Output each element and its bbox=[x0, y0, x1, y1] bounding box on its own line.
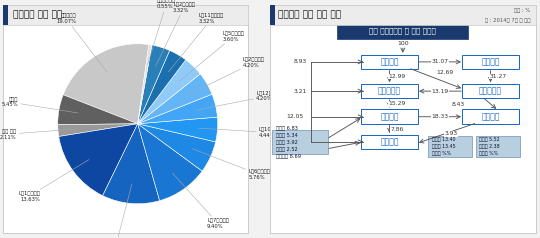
Wedge shape bbox=[138, 74, 212, 124]
Wedge shape bbox=[138, 94, 218, 124]
Text: 7.86: 7.86 bbox=[390, 127, 403, 132]
Wedge shape bbox=[138, 60, 200, 124]
Text: 15.29: 15.29 bbox=[388, 101, 406, 106]
Text: 롯데그룹 핵심 지배 구조: 롯데그룹 핵심 지배 구조 bbox=[278, 10, 341, 20]
Text: 롯데 일가
2.11%: 롯데 일가 2.11% bbox=[0, 129, 78, 139]
Text: L제1투자회사
13.63%: L제1투자회사 13.63% bbox=[18, 159, 89, 202]
Text: 12.05: 12.05 bbox=[287, 114, 304, 119]
FancyBboxPatch shape bbox=[462, 109, 519, 124]
Text: 8.93: 8.93 bbox=[294, 59, 307, 64]
Text: 일본 롯데홀딩스 및 특수 관계인: 일본 롯데홀딩스 및 특수 관계인 bbox=[369, 27, 436, 34]
Wedge shape bbox=[138, 50, 186, 124]
Wedge shape bbox=[59, 124, 138, 196]
FancyBboxPatch shape bbox=[462, 55, 519, 69]
Text: 31.07: 31.07 bbox=[431, 59, 449, 64]
Text: 롯데쇼핑: 롯데쇼핑 bbox=[380, 137, 399, 146]
Text: 3.93: 3.93 bbox=[444, 131, 457, 136]
Text: L제2투자회사
3.32%: L제2투자회사 3.32% bbox=[156, 2, 195, 66]
FancyBboxPatch shape bbox=[3, 5, 8, 25]
Text: 31.27: 31.27 bbox=[489, 74, 507, 79]
FancyBboxPatch shape bbox=[270, 5, 536, 25]
Text: L제2투자회사
4.20%: L제2투자회사 4.20% bbox=[190, 57, 265, 94]
Text: 신동빈 13.40
신동주 13.45
신동주 %%: 신동빈 13.40 신동주 13.45 신동주 %% bbox=[431, 137, 455, 156]
FancyBboxPatch shape bbox=[361, 134, 418, 149]
Text: 금융사
5.45%: 금융사 5.45% bbox=[2, 97, 78, 113]
Text: 롯데물산: 롯데물산 bbox=[481, 57, 500, 66]
Wedge shape bbox=[138, 117, 218, 142]
Text: 12.69: 12.69 bbox=[437, 70, 454, 75]
Wedge shape bbox=[138, 124, 202, 201]
Wedge shape bbox=[138, 45, 170, 124]
FancyBboxPatch shape bbox=[462, 84, 519, 99]
FancyBboxPatch shape bbox=[270, 5, 275, 25]
FancyBboxPatch shape bbox=[428, 136, 472, 157]
Text: 신동빈 5.52
신동주 2.38
신동주 %%: 신동빈 5.52 신동주 2.38 신동주 %% bbox=[480, 137, 500, 156]
Wedge shape bbox=[58, 124, 138, 137]
Text: 호텔롯데: 호텔롯데 bbox=[380, 57, 399, 66]
Text: L제8투자회사
10.41%: L제8투자회사 10.41% bbox=[105, 184, 132, 238]
Text: L제7투자회사
9.40%: L제7투자회사 9.40% bbox=[172, 173, 229, 229]
FancyBboxPatch shape bbox=[3, 5, 248, 25]
Wedge shape bbox=[138, 124, 215, 171]
FancyBboxPatch shape bbox=[361, 109, 418, 124]
Text: 롯데알미늄: 롯데알미늄 bbox=[378, 87, 401, 96]
FancyBboxPatch shape bbox=[476, 136, 519, 157]
Wedge shape bbox=[63, 44, 149, 124]
Wedge shape bbox=[58, 95, 138, 125]
Text: 무산롯데대협
0.55%: 무산롯데대협 0.55% bbox=[147, 0, 176, 64]
Text: 호텔롯데 지분 구조: 호텔롯데 지분 구조 bbox=[12, 10, 62, 20]
Text: 18.33: 18.33 bbox=[431, 114, 449, 119]
Text: 주 : 2014년 7월 말 기준: 주 : 2014년 7월 말 기준 bbox=[485, 18, 530, 23]
Text: 롯데베이킬: 롯데베이킬 bbox=[479, 87, 502, 96]
FancyBboxPatch shape bbox=[338, 22, 468, 39]
Text: 단위 : %: 단위 : % bbox=[514, 8, 530, 13]
Wedge shape bbox=[103, 124, 160, 204]
Text: L제11투자회사
3.32%: L제11투자회사 3.32% bbox=[168, 13, 224, 72]
Text: 100: 100 bbox=[397, 41, 409, 46]
Text: L제5투자회사
3.60%: L제5투자회사 3.60% bbox=[180, 31, 244, 81]
FancyBboxPatch shape bbox=[361, 55, 418, 69]
Text: 13.19: 13.19 bbox=[431, 89, 449, 94]
Text: 롯데칠성: 롯데칠성 bbox=[481, 112, 500, 121]
Text: 3.21: 3.21 bbox=[293, 89, 307, 94]
FancyBboxPatch shape bbox=[361, 84, 418, 99]
FancyBboxPatch shape bbox=[272, 130, 328, 154]
Text: 신격호 6.83
신동빈 5.34
신동주 3.92
신영자 2.52
호림재단 8.69: 신격호 6.83 신동빈 5.34 신동주 3.92 신영자 2.52 호림재단… bbox=[276, 125, 301, 159]
Text: 8.43: 8.43 bbox=[452, 102, 465, 107]
Text: L제10투자회사
4.44%: L제10투자회사 4.44% bbox=[198, 127, 284, 138]
Text: L제6투자회사
5.76%: L제6투자회사 5.76% bbox=[193, 149, 270, 180]
Text: 12.99: 12.99 bbox=[388, 74, 406, 79]
Wedge shape bbox=[138, 45, 152, 124]
Text: 롯데제과: 롯데제과 bbox=[380, 112, 399, 121]
Text: L제12투자회사
4.20%: L제12투자회사 4.20% bbox=[197, 90, 281, 110]
Text: 롯데홀딩스
19.07%: 롯데홀딩스 19.07% bbox=[56, 14, 107, 72]
